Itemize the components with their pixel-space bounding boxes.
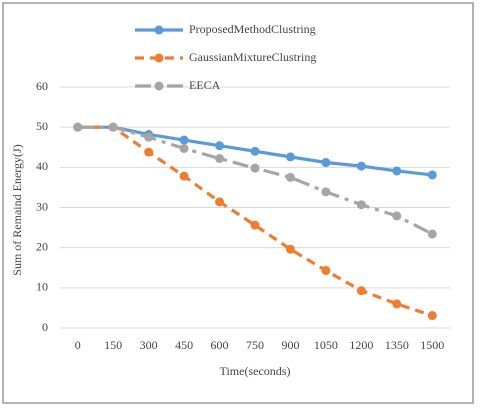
data-point [179, 143, 189, 153]
data-point [73, 122, 83, 132]
data-point [356, 200, 366, 210]
data-point [108, 122, 118, 132]
data-point [285, 172, 295, 182]
data-point [321, 266, 331, 276]
data-point [392, 299, 402, 309]
data-point [250, 220, 260, 230]
x-tick-label: 1500 [420, 338, 444, 352]
data-point [356, 286, 366, 296]
legend-label: ProposedMethodClustring [189, 22, 316, 36]
x-tick-label: 1350 [385, 338, 409, 352]
data-point [285, 152, 295, 162]
data-point [285, 244, 295, 254]
x-tick-label: 600 [211, 338, 229, 352]
x-tick-label: 750 [246, 338, 264, 352]
data-point [215, 197, 225, 207]
chart-border [2, 2, 474, 404]
legend-marker [154, 81, 164, 91]
data-point [427, 229, 437, 239]
y-tick-label: 60 [36, 79, 48, 93]
data-point [179, 135, 189, 145]
y-tick-label: 10 [36, 280, 48, 294]
x-tick-label: 150 [104, 338, 122, 352]
legend-label: EECA [189, 78, 221, 92]
y-tick-label: 30 [36, 199, 48, 213]
x-tick-label: 900 [281, 338, 299, 352]
x-tick-label: 1200 [349, 338, 373, 352]
data-point [144, 132, 154, 142]
data-point [321, 187, 331, 197]
x-tick-label: 0 [75, 338, 81, 352]
x-tick-label: 1050 [314, 338, 338, 352]
x-axis-label: Time(seconds) [220, 364, 291, 378]
data-point [392, 211, 402, 221]
data-point [427, 170, 437, 180]
data-point [427, 311, 437, 321]
data-point [215, 141, 225, 151]
data-point [250, 146, 260, 156]
data-point [179, 171, 189, 181]
data-point [250, 163, 260, 173]
y-tick-label: 20 [36, 239, 48, 253]
data-point [215, 153, 225, 163]
x-tick-label: 300 [140, 338, 158, 352]
legend-label: GaussianMixtureClustring [189, 50, 316, 64]
y-tick-label: 50 [36, 119, 48, 133]
y-tick-label: 0 [42, 320, 48, 334]
data-point [392, 166, 402, 176]
data-point [321, 158, 331, 168]
y-axis-label: Sum of Remaind Energy(J) [10, 144, 24, 275]
y-tick-label: 40 [36, 159, 48, 173]
data-point [144, 147, 154, 157]
series-line [77, 125, 433, 318]
legend-marker [154, 53, 164, 63]
data-point [356, 161, 366, 171]
x-tick-label: 450 [175, 338, 193, 352]
legend-marker [154, 25, 164, 35]
